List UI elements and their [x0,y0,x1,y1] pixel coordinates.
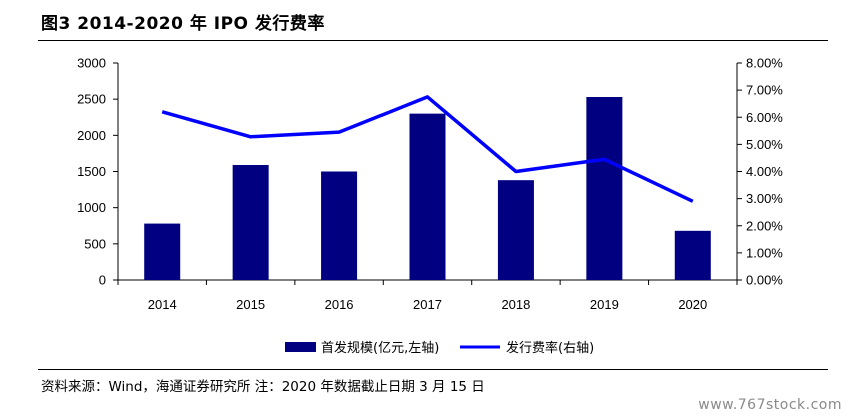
x-tick-label: 2020 [678,297,707,312]
left-tick-label: 2000 [77,128,106,143]
left-tick-label: 1000 [77,200,106,215]
watermark: www.767stock.com [698,397,842,413]
bar-series [144,96,711,280]
bar [409,113,446,280]
right-axis: 0.00% 1.00% 2.00% 3.00% 4.00% 5.00% 6.00% 7.00%… [736,56,783,288]
right-tick-label: 3.00% [746,191,783,206]
top-rule [38,40,828,41]
right-tick-label: 4.00% [746,164,783,179]
x-tick-label: 2016 [325,297,354,312]
x-tick-label: 2018 [501,297,530,312]
left-tick-label: 500 [84,236,106,251]
left-axis: 0 500 1000 1500 2000 2500 3000 [77,56,119,288]
bar [497,180,534,280]
right-tick-label: 6.00% [746,110,783,125]
left-tick-label: 0 [99,273,106,288]
legend-bar-label: 首发规模(亿元,左轴) [321,340,439,356]
left-tick-label: 2500 [77,92,106,107]
source-note: 资料来源：Wind，海通证券研究所 注：2020 年数据截止日期 3 月 15 … [41,379,485,395]
x-tick-label: 2017 [413,297,442,312]
x-tick-label: 2014 [148,297,177,312]
bar [232,164,269,280]
bar [674,230,711,280]
bar [144,223,181,280]
right-tick-label: 7.00% [746,83,783,98]
x-tick-label: 2019 [590,297,619,312]
right-tick-label: 0.00% [746,273,783,288]
right-tick-label: 1.00% [746,245,783,260]
x-axis: 2014 2015 2016 2017 2018 2019 2020 [117,279,738,312]
legend: 首发规模(亿元,左轴) 发行费率(右轴) [285,340,594,356]
bar [586,96,623,280]
bar [321,171,358,280]
x-tick-label: 2015 [236,297,265,312]
right-tick-label: 2.00% [746,218,783,233]
left-tick-label: 1500 [77,164,106,179]
figure-title: 图3 2014-2020 年 IPO 发行费率 [41,14,325,34]
legend-bar-swatch [285,342,316,352]
legend-line-label: 发行费率(右轴) [506,340,594,356]
left-tick-label: 3000 [77,56,106,71]
right-tick-label: 8.00% [746,56,783,71]
right-tick-label: 5.00% [746,137,783,152]
bottom-rule [38,369,828,370]
line-series [161,95,694,203]
line-path [161,95,694,203]
